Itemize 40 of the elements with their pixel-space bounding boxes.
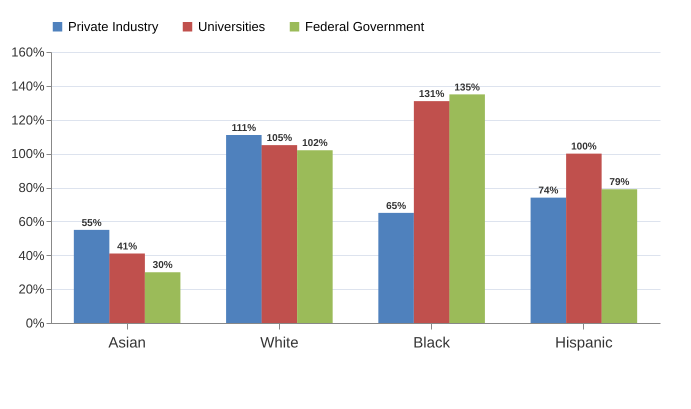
bar: [297, 150, 333, 323]
y-tick-label: 20%: [18, 282, 45, 297]
data-label: 131%: [418, 89, 445, 100]
bar: [414, 101, 450, 323]
bar: [378, 212, 414, 323]
data-label: 30%: [152, 260, 173, 272]
x-tick-label: White: [260, 334, 299, 352]
data-label: 65%: [386, 200, 406, 212]
y-tick-label: 0%: [26, 316, 45, 330]
data-label: 74%: [538, 186, 558, 197]
bar: [262, 145, 298, 323]
bar: [144, 272, 180, 323]
y-tick-label: 120%: [11, 112, 45, 128]
data-label: 111%: [232, 122, 256, 134]
data-label: 102%: [302, 138, 328, 150]
data-label: 41%: [117, 242, 138, 253]
bar: [109, 254, 145, 323]
bar: [74, 230, 110, 323]
data-label: 79%: [609, 177, 630, 188]
bar: [566, 154, 602, 323]
x-tick-label: Asian: [108, 334, 146, 352]
y-tick-label: 60%: [18, 214, 45, 229]
bar: [530, 198, 566, 323]
y-tick-label: 140%: [11, 78, 45, 94]
legend-label: Universities: [198, 18, 266, 34]
legend-label: Private Industry: [68, 18, 159, 34]
data-label: 100%: [571, 142, 597, 153]
x-tick-label: Black: [413, 334, 450, 352]
y-tick-label: 40%: [18, 248, 45, 263]
data-label: 55%: [82, 218, 102, 229]
bar: [449, 94, 485, 323]
data-label: 135%: [454, 82, 480, 94]
y-tick-label: 80%: [18, 180, 45, 195]
data-label: 105%: [266, 133, 292, 144]
x-tick-label: Hispanic: [555, 334, 614, 352]
y-tick-label: 100%: [11, 146, 45, 162]
y-tick-label: 160%: [11, 44, 45, 60]
bar: [226, 134, 262, 323]
bar: [602, 189, 638, 323]
legend-label: Federal Government: [305, 18, 425, 34]
